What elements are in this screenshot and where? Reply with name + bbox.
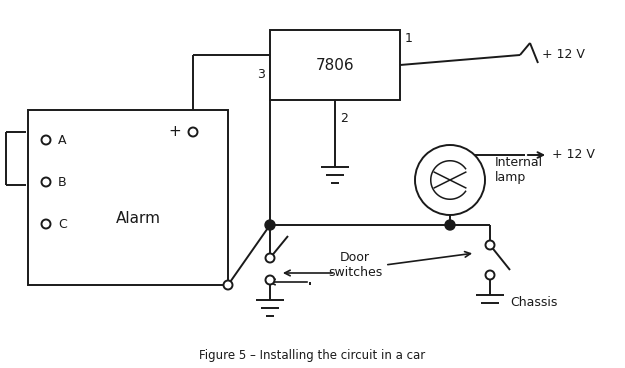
Text: Door
switches: Door switches [328, 251, 382, 279]
Text: Chassis: Chassis [510, 297, 558, 309]
Text: 1: 1 [405, 32, 413, 45]
Text: C: C [58, 217, 67, 230]
Circle shape [486, 241, 494, 250]
Text: A: A [58, 134, 66, 146]
Bar [28, 110, 228, 285]
Text: Figure 5 – Installing the circuit in a car: Figure 5 – Installing the circuit in a c… [199, 348, 425, 361]
Text: 7806: 7806 [316, 57, 354, 72]
Text: + 12 V: + 12 V [542, 49, 585, 61]
Circle shape [41, 219, 51, 229]
Circle shape [445, 220, 455, 230]
Circle shape [189, 127, 198, 137]
Circle shape [41, 177, 51, 187]
Circle shape [415, 145, 485, 215]
Circle shape [266, 276, 274, 284]
Circle shape [266, 254, 274, 262]
Text: Alarm: Alarm [116, 211, 161, 226]
Circle shape [265, 220, 275, 230]
Bar [270, 30, 400, 100]
Text: 3: 3 [257, 68, 265, 81]
Circle shape [486, 270, 494, 280]
Text: +: + [169, 124, 181, 139]
Text: + 12 V: + 12 V [552, 149, 595, 162]
Circle shape [41, 135, 51, 145]
Text: 2: 2 [340, 112, 348, 125]
Text: B: B [58, 176, 67, 188]
Text: Internal
lamp: Internal lamp [495, 156, 543, 184]
Circle shape [224, 280, 232, 290]
